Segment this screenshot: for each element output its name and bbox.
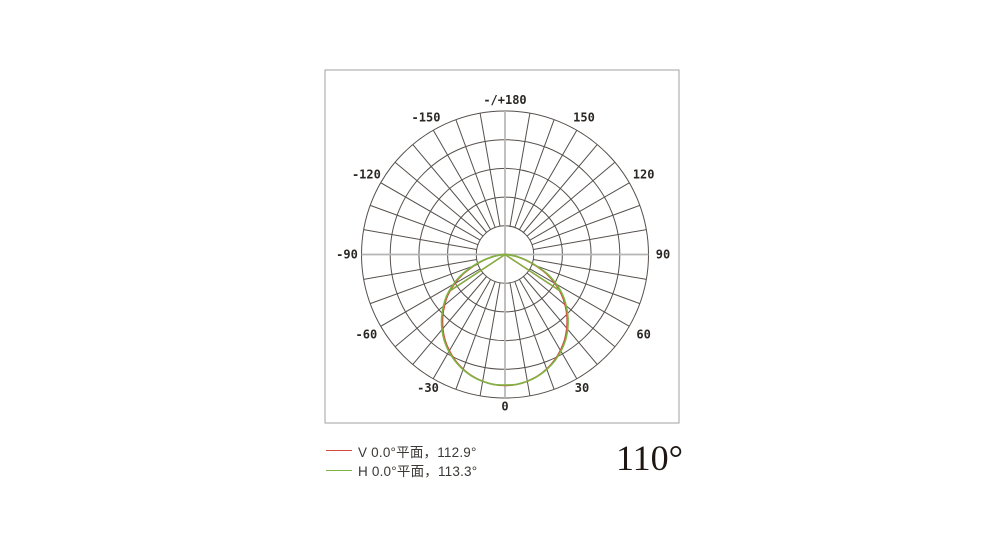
polar-grid-spoke	[370, 204, 479, 246]
polar-grid-spoke	[479, 113, 501, 227]
polar-grid-spoke	[523, 144, 598, 233]
angle-tick-label: 150	[573, 111, 595, 125]
polar-grid-spoke	[412, 144, 487, 233]
beam-angle-summary: 110°	[616, 438, 684, 478]
h-plane-beam-angle-ray	[504, 253, 561, 292]
polar-grid-spoke	[479, 282, 501, 396]
h-plane-beam-angle-ray	[449, 253, 506, 292]
polar-chart-layers: -/+180 150 120 90 60 30 0 -30 -60 -90 -120 -150	[324, 69, 680, 424]
polar-grid-spoke	[533, 259, 647, 280]
angle-tick-label: -/+180	[483, 93, 526, 107]
polar-grid-spoke	[526, 272, 616, 348]
polar-grid-spoke	[514, 281, 555, 390]
legend-item-h-plane: H 0.0°平面，113.3°	[326, 461, 477, 481]
polar-grid-spoke	[363, 229, 477, 250]
angle-tick-label: 60	[636, 328, 650, 342]
chart-legend: V 0.0°平面，112.9° H 0.0°平面，113.3°	[326, 441, 477, 480]
polar-grid-spoke	[455, 119, 496, 228]
angle-tick-label: 120	[633, 168, 655, 182]
angle-tick-label: -60	[356, 328, 378, 342]
polar-grid-spoke	[432, 129, 492, 230]
polar-grid-spoke	[514, 119, 555, 228]
polar-grid-spoke	[529, 268, 630, 327]
polar-grid-spoke	[455, 281, 496, 390]
polar-grid-spoke	[531, 263, 640, 305]
polar-grid-spoke	[533, 229, 647, 250]
polar-grid-spoke	[518, 129, 578, 230]
polar-grid-spoke	[526, 161, 616, 237]
polar-grid-spoke	[394, 161, 484, 237]
legend-label-v: V 0.0°平面，112.9°	[358, 444, 477, 460]
legend-label-h: H 0.0°平面，113.3°	[358, 464, 478, 480]
polar-grid-spoke	[531, 204, 640, 246]
polar-grid-spoke	[412, 276, 487, 365]
angle-tick-label: -90	[336, 248, 358, 262]
angle-tick-label: 0	[501, 400, 508, 414]
polar-grid-spoke	[380, 182, 481, 241]
polar-grid-spoke	[509, 113, 531, 227]
polar-grid-spoke	[432, 279, 492, 380]
polar-grid-spoke	[529, 182, 630, 241]
angle-tick-label: 90	[656, 248, 670, 262]
angle-tick-label: -30	[417, 381, 439, 395]
angle-tick-label: -120	[352, 168, 381, 182]
polar-grid-spoke	[370, 263, 479, 305]
polar-grid-spoke	[518, 279, 578, 380]
legend-line-swatch-v	[326, 450, 352, 452]
polar-grid-spoke	[509, 282, 531, 396]
legend-line-swatch-h	[326, 469, 352, 471]
angle-tick-label: -150	[412, 111, 441, 125]
polar-grid-spoke	[380, 268, 481, 327]
h-plane-curve	[440, 253, 569, 386]
polar-grid-spoke	[394, 272, 484, 348]
polar-grid-spoke	[523, 276, 598, 365]
polar-grid-spoke	[363, 259, 477, 280]
legend-item-v-plane: V 0.0°平面，112.9°	[326, 441, 477, 461]
chart-frame	[324, 69, 680, 424]
angle-tick-label: 30	[575, 381, 589, 395]
